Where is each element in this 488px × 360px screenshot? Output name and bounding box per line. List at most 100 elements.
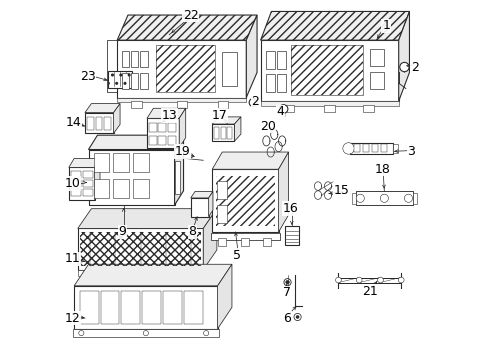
Polygon shape (78, 228, 203, 270)
Polygon shape (117, 40, 246, 98)
Polygon shape (147, 108, 185, 118)
Text: 14: 14 (65, 116, 81, 129)
Bar (142, 291, 161, 324)
Polygon shape (74, 264, 231, 286)
Text: 16: 16 (282, 202, 298, 215)
Circle shape (143, 330, 148, 336)
Bar (133, 179, 148, 198)
Text: 11: 11 (64, 252, 80, 265)
Polygon shape (113, 104, 120, 134)
Bar (94, 153, 109, 172)
Bar (133, 153, 148, 172)
Circle shape (295, 315, 299, 319)
Bar (163, 291, 182, 324)
Circle shape (335, 277, 341, 283)
Polygon shape (398, 12, 408, 101)
Text: 19: 19 (174, 145, 190, 158)
Circle shape (249, 99, 257, 107)
Text: 4: 4 (276, 105, 284, 118)
Circle shape (380, 194, 387, 202)
Bar (140, 51, 147, 67)
Polygon shape (78, 209, 217, 228)
Polygon shape (69, 158, 100, 167)
Polygon shape (179, 108, 185, 148)
Polygon shape (212, 124, 234, 141)
Bar (215, 176, 275, 226)
Polygon shape (203, 209, 217, 270)
Polygon shape (234, 117, 241, 141)
Text: 13: 13 (161, 109, 177, 122)
Polygon shape (85, 113, 113, 134)
Bar (107, 71, 132, 88)
Bar (80, 232, 201, 266)
Bar (148, 123, 157, 131)
Circle shape (356, 277, 361, 283)
Bar (227, 127, 232, 139)
Bar (131, 51, 138, 67)
Bar (71, 189, 81, 197)
Bar (369, 72, 383, 89)
Bar (80, 291, 99, 324)
Polygon shape (88, 135, 183, 149)
Bar (183, 291, 202, 324)
Polygon shape (190, 198, 208, 217)
Text: 20: 20 (259, 120, 275, 133)
Circle shape (79, 330, 84, 336)
Polygon shape (69, 167, 94, 200)
Polygon shape (85, 104, 120, 113)
Bar (284, 226, 298, 244)
Bar (349, 143, 392, 154)
Bar (355, 192, 412, 205)
Circle shape (404, 194, 412, 202)
Bar (290, 45, 362, 95)
Bar (362, 105, 373, 112)
Circle shape (285, 280, 289, 284)
Text: 9: 9 (119, 225, 126, 238)
Bar (214, 127, 219, 139)
Bar (380, 144, 386, 152)
Bar (167, 136, 175, 145)
Text: 2: 2 (251, 95, 259, 108)
Bar (210, 233, 279, 239)
Circle shape (377, 277, 383, 283)
Bar (369, 49, 383, 66)
Bar (218, 238, 225, 246)
Polygon shape (212, 152, 288, 169)
Bar (353, 144, 359, 152)
Bar (83, 189, 93, 197)
Bar (121, 291, 140, 324)
Polygon shape (212, 117, 241, 124)
Polygon shape (94, 158, 100, 200)
Bar (167, 123, 175, 131)
Bar (176, 101, 186, 108)
Polygon shape (174, 135, 183, 205)
Text: 18: 18 (374, 163, 390, 176)
Bar (216, 181, 226, 199)
Polygon shape (83, 161, 88, 194)
Bar (218, 101, 228, 108)
Bar (107, 71, 132, 88)
Polygon shape (174, 161, 180, 194)
Bar (265, 50, 275, 69)
Bar (71, 171, 81, 179)
Circle shape (398, 277, 403, 283)
Bar (83, 171, 93, 179)
Bar (78, 270, 203, 276)
Text: 22: 22 (183, 9, 198, 22)
Polygon shape (88, 149, 174, 205)
Circle shape (203, 330, 208, 336)
Bar (262, 238, 270, 246)
Bar (290, 45, 362, 95)
Bar (324, 105, 334, 112)
Bar (117, 98, 246, 102)
Bar (94, 179, 109, 198)
Polygon shape (278, 152, 288, 232)
Polygon shape (260, 12, 408, 40)
Bar (148, 136, 157, 145)
Bar (412, 193, 416, 204)
Bar (156, 45, 215, 92)
Polygon shape (147, 118, 179, 148)
Bar (351, 193, 356, 204)
Bar (362, 144, 368, 152)
Bar (122, 51, 129, 67)
